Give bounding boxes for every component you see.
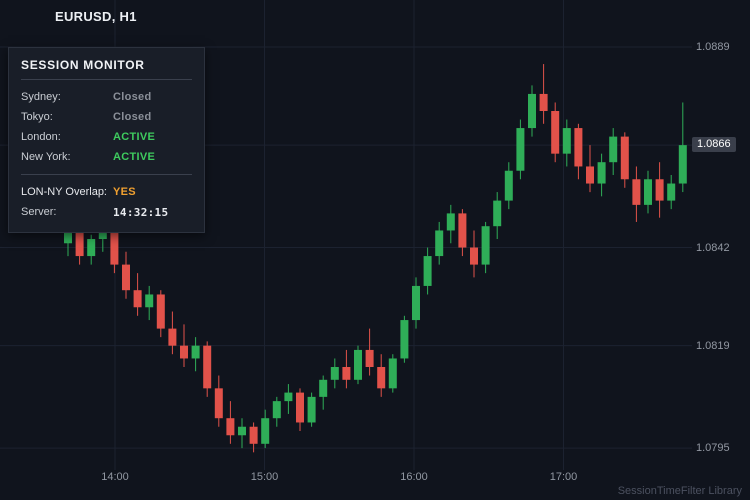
overlap-label: LON-NY Overlap:	[21, 186, 107, 198]
candle-body	[226, 418, 235, 436]
candle-body	[388, 358, 397, 389]
candle-body	[493, 200, 502, 227]
candle-body	[667, 183, 676, 201]
time-tick-label: 16:00	[400, 471, 428, 483]
candle-body	[75, 230, 84, 257]
candle-body	[87, 239, 96, 257]
session-name: London:	[21, 131, 61, 143]
candle-body	[620, 136, 629, 180]
candle-body	[122, 264, 130, 291]
price-tick-label: 1.0842	[696, 241, 730, 254]
candle-body	[597, 162, 606, 184]
candle-body	[528, 93, 536, 129]
candle-body	[214, 388, 223, 419]
session-row-tokyo: Tokyo: Closed	[21, 107, 192, 127]
candle-body	[423, 256, 432, 286]
candle-body	[238, 426, 246, 436]
server-label: Server:	[21, 206, 57, 218]
panel-divider	[21, 79, 192, 80]
candle-body	[632, 179, 641, 205]
candle-body	[365, 349, 374, 367]
candle-body	[249, 426, 258, 444]
candle-body	[678, 145, 687, 184]
candle-body	[609, 136, 618, 163]
candle-body	[319, 379, 328, 397]
candle-body	[435, 230, 444, 257]
candle-body	[470, 247, 478, 265]
session-name: Sydney:	[21, 91, 61, 103]
candle-body	[296, 392, 304, 423]
candle-body	[272, 401, 281, 419]
panel-divider	[21, 174, 192, 175]
candle-body	[655, 179, 664, 201]
candle-body	[307, 396, 316, 423]
candle-body	[551, 111, 560, 154]
session-status: ACTIVE	[113, 131, 156, 143]
candle-body	[516, 128, 525, 171]
candle-body	[110, 230, 119, 265]
session-monitor-panel: SESSION MONITOR Sydney: Closed Tokyo: Cl…	[8, 47, 205, 233]
time-tick-label: 14:00	[101, 471, 129, 483]
candle-body	[354, 349, 362, 380]
candle-body	[481, 226, 490, 265]
candle-body	[377, 367, 386, 389]
candle-body	[458, 213, 467, 248]
candle-body	[98, 230, 107, 239]
watermark: SessionTimeFilter Library	[617, 485, 742, 497]
symbol-title: EURUSD, H1	[55, 9, 137, 24]
session-row-london: London: ACTIVE	[21, 127, 192, 147]
session-status: Closed	[113, 91, 152, 103]
candle-body	[191, 345, 200, 359]
candle-body	[261, 418, 270, 444]
price-tick-label: 1.0795	[696, 442, 730, 455]
current-price-label: 1.0866	[692, 137, 736, 153]
candle-body	[203, 345, 212, 389]
candle-body	[180, 345, 188, 359]
price-tick-label: 1.0819	[696, 339, 730, 352]
candle-body	[156, 294, 165, 329]
candle-body	[330, 367, 339, 380]
candle-body	[284, 392, 293, 402]
server-time-row: Server: 14:32:15	[21, 202, 192, 222]
candle-body	[133, 290, 142, 308]
candle-body	[446, 213, 455, 231]
overlap-value: YES	[113, 186, 136, 198]
candle-body	[539, 93, 548, 111]
candle-body	[400, 320, 409, 359]
candle-body	[562, 128, 571, 154]
session-status: ACTIVE	[113, 151, 156, 163]
candle-body	[586, 166, 594, 184]
time-tick-label: 17:00	[549, 471, 578, 483]
session-row-sydney: Sydney: Closed	[21, 87, 192, 107]
candle-body	[412, 285, 420, 321]
candle-body	[64, 230, 72, 244]
session-row-newyork: New York: ACTIVE	[21, 147, 192, 167]
candle-body	[168, 328, 177, 346]
session-status: Closed	[113, 111, 152, 123]
server-time: 14:32:15	[113, 205, 169, 219]
time-tick-label: 15:00	[250, 471, 279, 483]
candle-body	[644, 179, 652, 205]
overlap-row: LON-NY Overlap: YES	[21, 182, 192, 202]
candle-body	[342, 367, 351, 380]
candle-body	[145, 294, 154, 308]
price-tick-label: 1.0889	[696, 41, 730, 53]
candle-body	[504, 170, 513, 201]
session-name: Tokyo:	[21, 111, 53, 123]
session-name: New York:	[21, 151, 71, 163]
candle-body	[574, 128, 583, 167]
session-monitor-title: SESSION MONITOR	[21, 58, 145, 72]
